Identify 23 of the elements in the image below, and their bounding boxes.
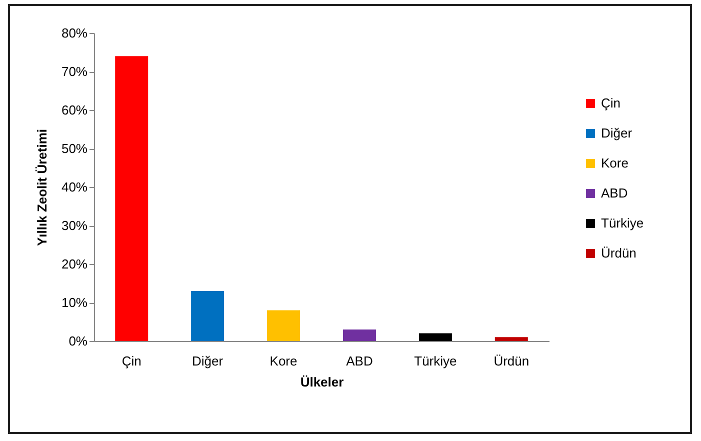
y-tick-label: 30% [61, 218, 88, 233]
y-axis-title: Yıllık Zeolit Üretimi [34, 128, 50, 246]
x-tick-label: Ürdün [494, 354, 530, 368]
x-tick-label: Diğer [192, 354, 224, 368]
y-tick-label: 70% [61, 64, 88, 79]
legend-label: Çin [601, 96, 621, 110]
legend-label: Kore [601, 156, 628, 170]
y-tick-label: 0% [68, 334, 88, 348]
x-tick-label: Çin [122, 354, 142, 368]
y-tick-label: 40% [61, 180, 88, 194]
x-tick-label: Türkiye [414, 354, 457, 368]
x-tick-label: ABD [346, 354, 373, 368]
y-tick-label: 20% [61, 256, 88, 272]
legend-label: ABD [601, 186, 628, 200]
x-tick-label: Kore [270, 354, 298, 368]
y-tick-label: 10% [61, 295, 88, 310]
legend-label: Türkiye [601, 216, 644, 230]
legend-label: Ürdün [601, 246, 636, 260]
y-tick-label: 80% [61, 26, 88, 40]
y-tick-label: 50% [61, 141, 88, 156]
x-axis-title: Ülkeler [300, 374, 344, 390]
legend-label: Diğer [601, 126, 633, 140]
y-tick-label: 60% [61, 102, 88, 118]
